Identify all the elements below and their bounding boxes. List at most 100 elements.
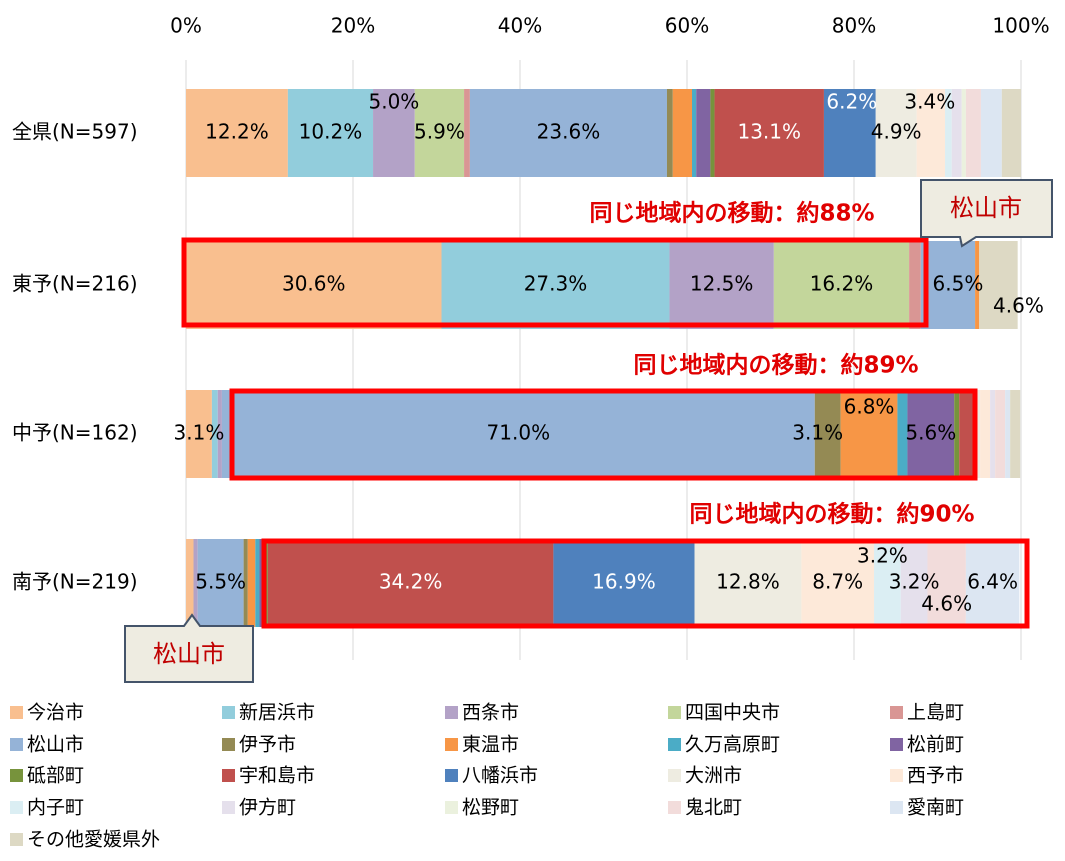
- bar-segment: [874, 539, 901, 627]
- legend-label: 西予市: [907, 765, 964, 787]
- data-label: 6.5%: [933, 272, 984, 296]
- data-label: 5.9%: [414, 120, 465, 144]
- y-tick-label: 東予(N=216): [12, 272, 138, 296]
- bar-segment: [1010, 390, 1021, 478]
- legend-label: 松前町: [907, 734, 964, 756]
- data-label: 4.6%: [993, 294, 1044, 318]
- bar-segment: [666, 89, 673, 177]
- data-label: 5.0%: [369, 90, 420, 114]
- legend-swatch: [10, 801, 23, 814]
- legend-swatch: [445, 738, 458, 751]
- legend-label: その他愛媛県外: [27, 829, 160, 851]
- bar-segment: [255, 539, 260, 627]
- y-tick-label: 中予(N=162): [12, 421, 138, 445]
- data-label: 71.0%: [487, 421, 551, 445]
- legend-swatch: [222, 801, 235, 814]
- bar-segment: [243, 539, 248, 627]
- bar-segment: [954, 390, 960, 478]
- legend-label: 久万高原町: [685, 734, 780, 756]
- legend-label: 伊予市: [239, 734, 296, 756]
- bar-segment: [247, 539, 256, 627]
- legend-swatch: [222, 706, 235, 719]
- data-label: 12.2%: [205, 120, 269, 144]
- highlight-box: [261, 538, 1030, 629]
- data-label: 5.6%: [905, 421, 956, 445]
- data-label: 12.8%: [716, 570, 780, 594]
- bar-segment: [840, 390, 898, 478]
- data-label: 34.2%: [379, 570, 443, 594]
- bar-segment: [823, 89, 876, 177]
- y-tick-label: 全県(N=597): [12, 120, 138, 144]
- bar-segment: [221, 390, 815, 478]
- annotation: 同じ地域内の移動：約89%: [633, 352, 918, 379]
- data-label: 4.9%: [871, 120, 922, 144]
- bar-segment: [414, 89, 465, 177]
- data-label: 3.2%: [889, 570, 940, 594]
- legend-swatch: [445, 801, 458, 814]
- legend-label: 上島町: [907, 702, 964, 724]
- x-tick-label: 20%: [331, 14, 375, 38]
- bars: [186, 89, 1021, 627]
- bar-segment: [211, 390, 218, 478]
- bar-segment: [1005, 390, 1011, 478]
- bar-segment: [965, 89, 981, 177]
- legend-swatch: [890, 769, 903, 782]
- x-tick-label: 100%: [992, 14, 1049, 38]
- bar-segment: [975, 390, 981, 478]
- legend-label: 鬼北町: [685, 797, 742, 819]
- bar-segment: [907, 390, 955, 478]
- bar-segment: [920, 241, 976, 329]
- bar-segment: [186, 241, 442, 329]
- data-label: 30.6%: [282, 272, 346, 296]
- bar-segment: [959, 390, 976, 478]
- bar-segment: [672, 89, 693, 177]
- bar-segment: [975, 241, 980, 329]
- x-tick-label: 0%: [170, 14, 202, 38]
- legend-swatch: [668, 706, 681, 719]
- annotation: 同じ地域内の移動：約90%: [689, 501, 974, 528]
- bar-segment: [900, 539, 928, 627]
- bar-segment: [801, 539, 875, 627]
- bar-segment: [696, 89, 711, 177]
- bar-segment: [553, 539, 695, 627]
- x-tick-label: 80%: [832, 14, 876, 38]
- bar-segment: [464, 89, 470, 177]
- bar-segment: [773, 241, 910, 329]
- legend-label: 愛南町: [907, 797, 964, 819]
- legend-swatch: [890, 801, 903, 814]
- legend-swatch: [890, 706, 903, 719]
- data-label: 16.2%: [810, 272, 874, 296]
- callout-text: 松山市: [153, 640, 225, 668]
- legend-swatch: [222, 738, 235, 751]
- data-label: 3.1%: [792, 421, 843, 445]
- data-label: 3.1%: [174, 421, 225, 445]
- bar-segment: [694, 539, 802, 627]
- highlight-box: [229, 388, 978, 481]
- bar-segment: [469, 89, 667, 177]
- bar-segment: [990, 390, 996, 478]
- bar-segment: [980, 390, 991, 478]
- legend-label: 内子町: [27, 797, 84, 819]
- legend-label: 四国中央市: [685, 702, 780, 724]
- bar-segment: [916, 89, 946, 177]
- x-tick-label: 40%: [498, 14, 542, 38]
- legend-label: 宇和島市: [239, 765, 315, 787]
- legend-swatch: [222, 769, 235, 782]
- legend-label: 伊方町: [239, 797, 296, 819]
- bar-segment: [710, 89, 715, 177]
- bar-segment: [669, 241, 774, 329]
- bar-segment: [965, 539, 1020, 627]
- callout-text: 松山市: [950, 194, 1022, 222]
- bar-segment: [186, 539, 194, 627]
- callout: [920, 179, 1053, 248]
- bar-segment: [186, 390, 212, 478]
- legend-label: 砥部町: [27, 765, 84, 787]
- legend-label: 今治市: [27, 702, 84, 724]
- legend-label: 八幡浜市: [462, 765, 538, 787]
- legend-swatch: [10, 833, 23, 846]
- legend-label: 新居浜市: [239, 702, 315, 724]
- bar-segment: [692, 89, 697, 177]
- legend-label: 松山市: [27, 734, 84, 756]
- bar-segment: [979, 241, 1018, 329]
